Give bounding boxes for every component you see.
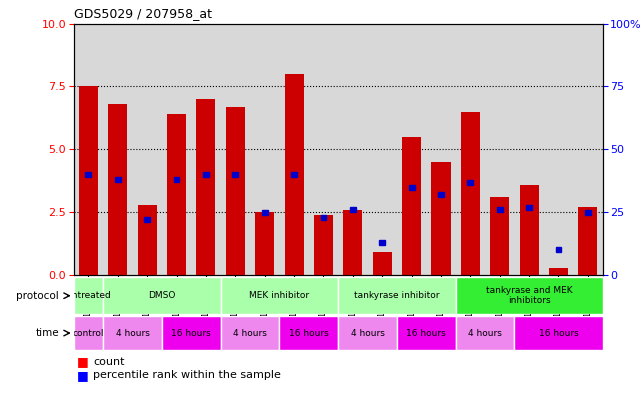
Bar: [431, 162, 451, 275]
Bar: [585, 210, 591, 215]
Text: 16 hours: 16 hours: [538, 329, 578, 338]
Bar: [255, 212, 274, 275]
Bar: [338, 316, 397, 350]
Text: ■: ■: [77, 355, 88, 368]
Bar: [379, 240, 385, 245]
Bar: [402, 137, 421, 275]
Bar: [467, 180, 473, 185]
Bar: [262, 210, 268, 215]
Bar: [79, 86, 98, 275]
Bar: [526, 205, 532, 210]
Bar: [397, 316, 456, 350]
Text: ■: ■: [77, 369, 88, 382]
Text: protocol: protocol: [16, 291, 59, 301]
Text: DMSO: DMSO: [148, 291, 176, 300]
Bar: [203, 172, 209, 177]
Bar: [103, 277, 221, 314]
Bar: [279, 316, 338, 350]
Text: 4 hours: 4 hours: [468, 329, 502, 338]
Text: percentile rank within the sample: percentile rank within the sample: [93, 370, 281, 380]
Bar: [85, 172, 92, 177]
Bar: [167, 114, 186, 275]
Bar: [74, 316, 103, 350]
Bar: [196, 99, 215, 275]
Bar: [232, 172, 238, 177]
Bar: [344, 210, 362, 275]
Bar: [162, 316, 221, 350]
Text: 16 hours: 16 hours: [406, 329, 446, 338]
Text: 16 hours: 16 hours: [171, 329, 211, 338]
Text: tankyrase and MEK
inhibitors: tankyrase and MEK inhibitors: [486, 286, 572, 305]
Bar: [372, 252, 392, 275]
Bar: [108, 104, 128, 275]
Bar: [226, 107, 245, 275]
Text: 16 hours: 16 hours: [289, 329, 329, 338]
Bar: [74, 277, 103, 314]
Text: GDS5029 / 207958_at: GDS5029 / 207958_at: [74, 7, 212, 20]
Bar: [221, 316, 279, 350]
Bar: [549, 268, 568, 275]
Bar: [578, 207, 597, 275]
Bar: [461, 112, 480, 275]
Bar: [456, 277, 603, 314]
Text: 4 hours: 4 hours: [115, 329, 149, 338]
Bar: [115, 177, 121, 182]
Bar: [556, 248, 562, 252]
Bar: [456, 316, 514, 350]
Text: tankyrase inhibitor: tankyrase inhibitor: [354, 291, 440, 300]
Bar: [291, 172, 297, 177]
Text: 4 hours: 4 hours: [233, 329, 267, 338]
Bar: [438, 192, 444, 197]
Bar: [144, 217, 150, 222]
Bar: [490, 197, 509, 275]
Bar: [338, 277, 456, 314]
Bar: [174, 177, 179, 182]
Bar: [520, 185, 538, 275]
Bar: [138, 205, 156, 275]
Bar: [497, 207, 503, 212]
Bar: [409, 185, 415, 189]
Bar: [103, 316, 162, 350]
Bar: [350, 207, 356, 212]
Text: count: count: [93, 356, 124, 367]
Text: untreated: untreated: [66, 291, 111, 300]
Text: MEK inhibitor: MEK inhibitor: [249, 291, 310, 300]
Text: control: control: [72, 329, 104, 338]
Bar: [285, 74, 304, 275]
Bar: [320, 215, 326, 220]
Bar: [314, 215, 333, 275]
Text: time: time: [35, 328, 59, 338]
Text: 4 hours: 4 hours: [351, 329, 385, 338]
Bar: [514, 316, 603, 350]
Bar: [221, 277, 338, 314]
